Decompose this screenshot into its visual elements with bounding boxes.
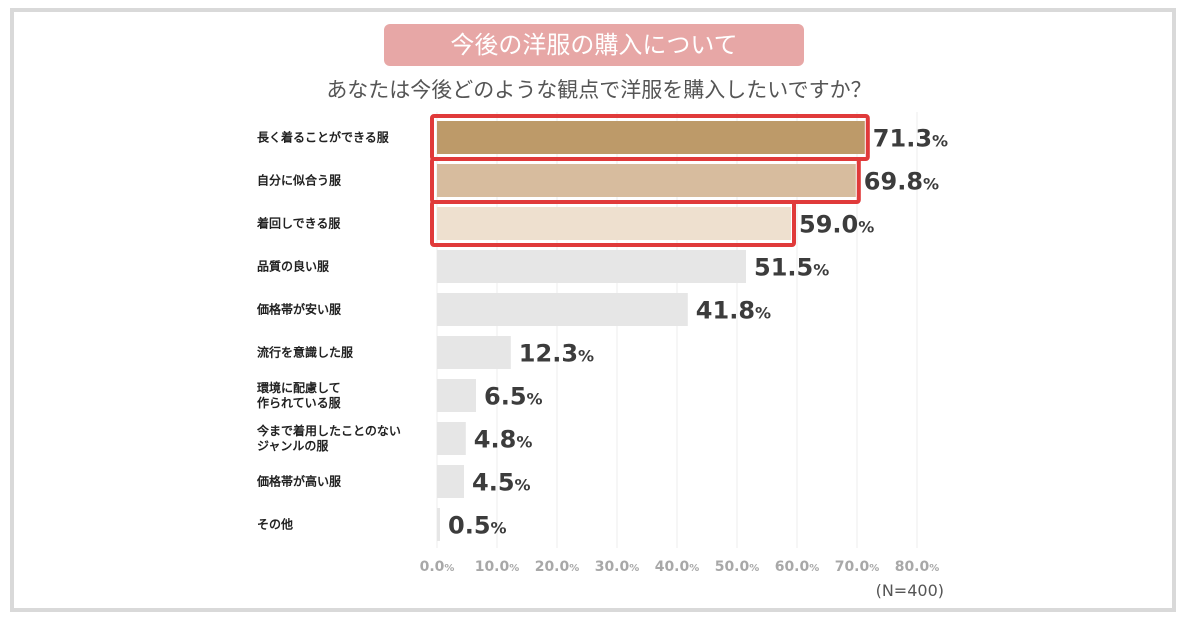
value-label: 71.3% (873, 125, 948, 153)
category-label: 環境に配慮して作られている服 (257, 380, 342, 410)
bar (437, 121, 865, 154)
bar (437, 422, 466, 455)
x-tick-label: 60.0% (775, 559, 820, 575)
category-label: 価格帯が高い服 (256, 474, 342, 489)
category-label: 流行を意識した服 (257, 345, 354, 360)
category-label: 価格帯が安い服 (256, 302, 342, 317)
x-tick-label: 0.0% (420, 559, 455, 575)
chart-subtitle: あなたは今後どのような観点で洋服を購入したいですか？ (326, 78, 872, 102)
bar (437, 293, 688, 326)
category-label: 今まで着用したことのないジャンルの服 (256, 423, 401, 453)
bar (437, 207, 791, 240)
value-label: 6.5% (484, 383, 543, 411)
x-tick-label: 10.0% (475, 559, 520, 575)
x-tick-label: 70.0% (835, 559, 880, 575)
value-label: 12.3% (519, 340, 594, 368)
category-label: 長く着ることができる服 (257, 130, 390, 145)
bar (437, 465, 464, 498)
x-tick-label: 20.0% (535, 559, 580, 575)
bar (437, 508, 440, 541)
x-tick-label: 50.0% (715, 559, 760, 575)
x-tick-label: 30.0% (595, 559, 640, 575)
value-label: 51.5% (754, 254, 829, 282)
x-tick-label: 80.0% (895, 559, 940, 575)
sample-size-note: (N=400) (875, 581, 944, 600)
value-label: 4.8% (474, 426, 533, 454)
value-label: 4.5% (472, 469, 531, 497)
category-label: 自分に似合う服 (257, 173, 342, 188)
chart-title: 今後の洋服の購入について (384, 24, 804, 66)
highlight-outline (430, 200, 796, 247)
bar (437, 250, 746, 283)
bar (437, 164, 856, 197)
value-label: 69.8% (864, 168, 939, 196)
category-label: その他 (257, 517, 293, 532)
value-label: 0.5% (448, 512, 507, 540)
bar (437, 336, 511, 369)
value-label: 59.0% (799, 211, 874, 239)
category-label: 品質の良い服 (257, 259, 330, 274)
category-label: 着回しできる服 (256, 216, 341, 231)
x-tick-label: 40.0% (655, 559, 700, 575)
bar (437, 379, 476, 412)
value-label: 41.8% (696, 297, 771, 325)
